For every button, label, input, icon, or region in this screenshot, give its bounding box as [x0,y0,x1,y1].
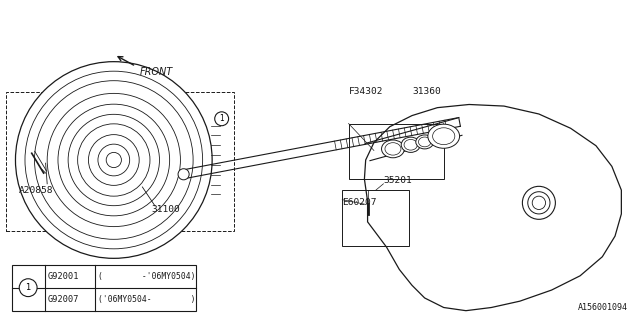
Text: G92001: G92001 [48,272,79,281]
Text: FRONT: FRONT [140,68,173,77]
Circle shape [19,279,37,297]
Circle shape [522,186,556,219]
Circle shape [215,112,228,126]
Bar [6,92,234,231]
Ellipse shape [419,137,431,147]
Text: 1: 1 [220,114,224,123]
Circle shape [15,62,212,258]
Polygon shape [364,105,621,311]
Ellipse shape [416,135,433,149]
Text: 1: 1 [26,283,31,292]
Bar [12,265,196,311]
Text: 31360: 31360 [412,87,441,96]
Text: 35201: 35201 [383,176,412,185]
Ellipse shape [385,143,401,155]
Circle shape [528,192,550,214]
Text: 31100: 31100 [152,205,180,214]
Text: G92007: G92007 [48,295,79,304]
Ellipse shape [401,137,420,152]
Text: (        -'06MY0504): ( -'06MY0504) [97,272,195,281]
Text: F34302: F34302 [349,87,383,96]
Text: E60207: E60207 [342,198,377,207]
Bar [349,124,444,179]
Ellipse shape [433,128,455,145]
Ellipse shape [428,124,460,148]
Text: A156001094: A156001094 [578,303,628,312]
Circle shape [532,196,545,210]
Text: ('06MY0504-        ): ('06MY0504- ) [97,295,195,304]
Ellipse shape [404,140,417,150]
Text: A20858: A20858 [19,186,53,195]
Bar [342,190,409,246]
Ellipse shape [178,169,189,180]
Ellipse shape [381,140,404,158]
